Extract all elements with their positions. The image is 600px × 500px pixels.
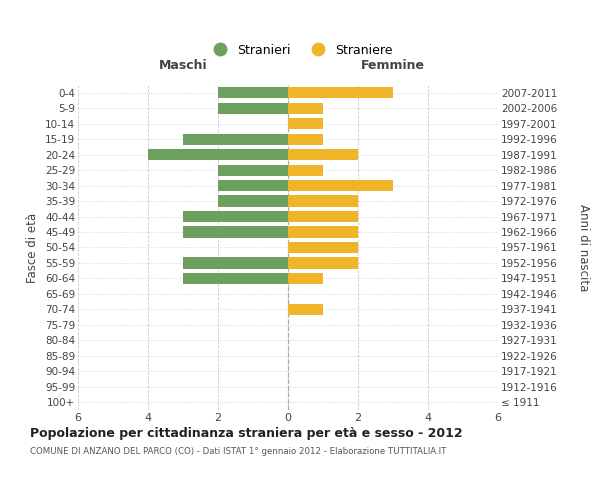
Bar <box>218 102 288 114</box>
Bar <box>288 118 323 130</box>
Bar <box>288 304 323 315</box>
Text: Maschi: Maschi <box>158 60 208 72</box>
Bar <box>288 226 358 237</box>
Bar <box>288 196 358 206</box>
Bar <box>288 134 323 144</box>
Bar <box>288 273 323 284</box>
Bar <box>183 258 288 268</box>
Bar <box>218 87 288 99</box>
Text: COMUNE DI ANZANO DEL PARCO (CO) - Dati ISTAT 1° gennaio 2012 - Elaborazione TUTT: COMUNE DI ANZANO DEL PARCO (CO) - Dati I… <box>30 448 446 456</box>
Text: Popolazione per cittadinanza straniera per età e sesso - 2012: Popolazione per cittadinanza straniera p… <box>30 428 463 440</box>
Bar <box>288 102 323 114</box>
Bar <box>148 149 288 160</box>
Bar <box>183 134 288 144</box>
Bar <box>218 180 288 191</box>
Bar <box>288 164 323 175</box>
Legend: Stranieri, Straniere: Stranieri, Straniere <box>202 39 398 62</box>
Bar <box>288 180 393 191</box>
Text: Femmine: Femmine <box>361 60 425 72</box>
Y-axis label: Fasce di età: Fasce di età <box>26 212 40 282</box>
Bar <box>288 211 358 222</box>
Bar <box>183 211 288 222</box>
Bar <box>183 226 288 237</box>
Bar <box>288 87 393 99</box>
Bar <box>288 149 358 160</box>
Bar <box>288 242 358 253</box>
Y-axis label: Anni di nascita: Anni di nascita <box>577 204 590 291</box>
Bar <box>183 273 288 284</box>
Bar <box>288 258 358 268</box>
Bar <box>218 164 288 175</box>
Bar <box>218 196 288 206</box>
